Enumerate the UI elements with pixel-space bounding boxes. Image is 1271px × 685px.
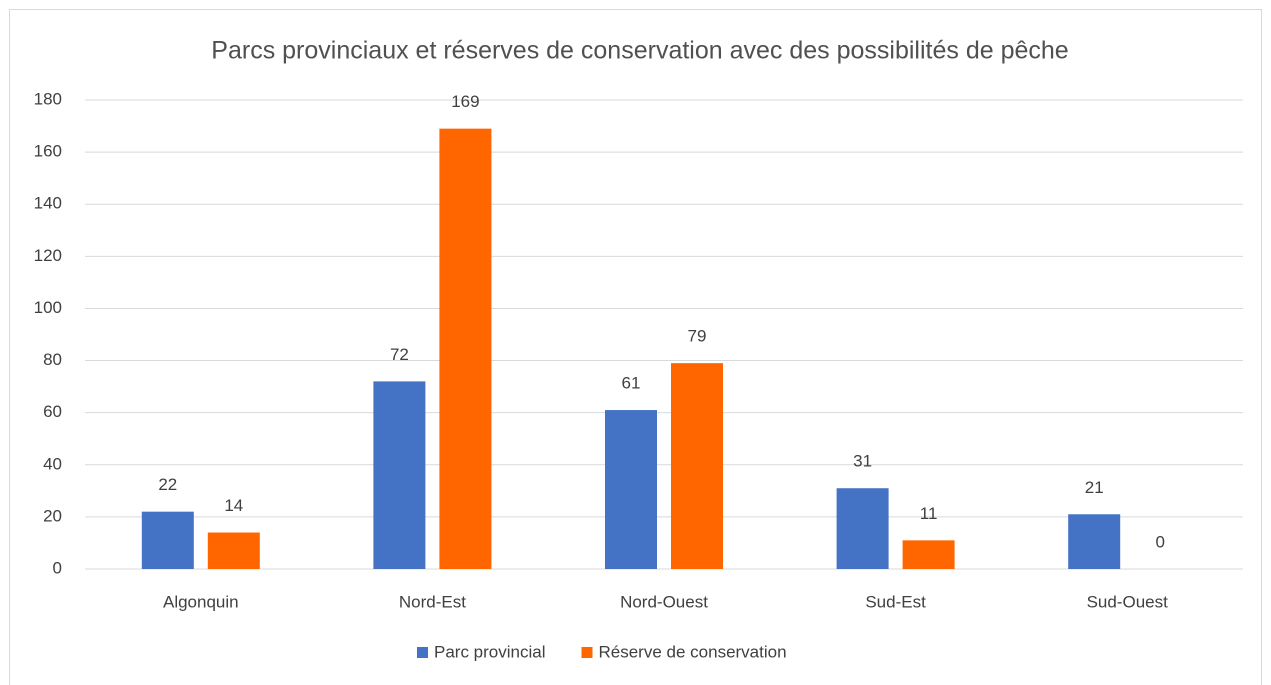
x-tick-label: Algonquin [163,592,239,611]
bar [605,410,657,569]
data-label: 21 [1085,478,1104,497]
data-label: 14 [224,496,243,515]
legend-swatch [417,647,428,658]
y-tick-label: 60 [43,402,62,421]
bar [141,511,194,569]
y-tick-label: 160 [34,142,62,161]
data-label: 11 [920,504,938,523]
bar [836,488,889,569]
data-label: 22 [158,475,177,494]
bar [1068,514,1121,569]
legend-swatch [581,647,593,658]
data-label: 0 [1155,532,1164,551]
y-tick-label: 140 [34,194,62,213]
data-label: 72 [390,345,409,364]
data-label: 61 [622,374,641,393]
y-tick-label: 180 [34,89,62,108]
bar [671,363,723,569]
x-tick-label: Nord-Est [399,592,466,611]
y-tick-label: 80 [43,350,62,369]
y-tick-label: 120 [34,246,62,265]
legend-label: Réserve de conservation [599,642,787,661]
x-tick-label: Sud-Est [865,592,926,611]
chart-frame [9,9,1262,685]
y-tick-label: 100 [34,298,62,317]
bar [439,128,492,569]
x-tick-label: Sud-Ouest [1087,592,1169,611]
chart-title: Parcs provinciaux et réserves de conserv… [211,37,1068,65]
y-tick-label: 40 [43,454,62,473]
data-label: 169 [451,92,479,111]
bar [902,540,955,569]
data-label: 79 [688,327,707,346]
legend-label: Parc provincial [434,642,546,661]
x-tick-label: Nord-Ouest [620,592,708,611]
bar [373,381,426,569]
data-label: 31 [853,452,872,471]
y-tick-label: 20 [43,506,62,525]
bar [207,532,260,569]
y-tick-label: 0 [53,558,62,577]
